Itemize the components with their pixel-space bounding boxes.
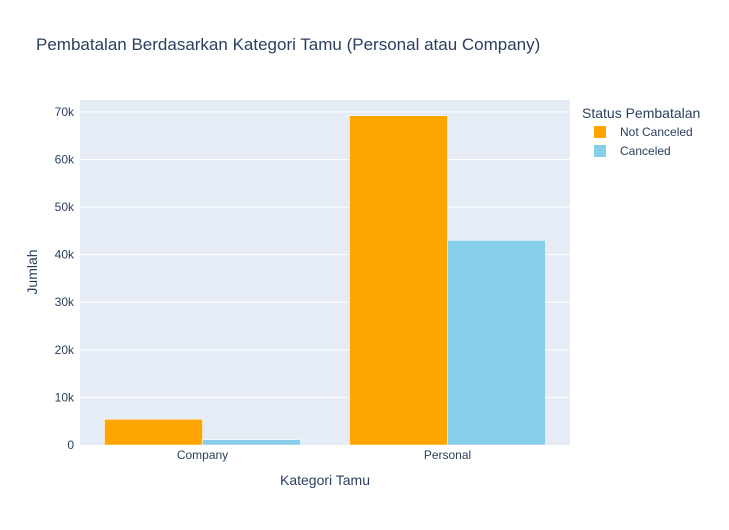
bar-canceled-personal[interactable] <box>447 240 546 446</box>
y-tick-label: 0 <box>67 438 74 452</box>
y-tick-label: 70k <box>55 105 75 119</box>
legend-title: Status Pembatalan <box>582 105 700 121</box>
legend-label: Canceled <box>620 144 671 158</box>
gridlines <box>80 111 570 398</box>
chart-title: Pembatalan Berdasarkan Kategori Tamu (Pe… <box>36 35 540 54</box>
legend-item-not-canceled[interactable]: Not Canceled <box>594 125 693 139</box>
y-tick-label: 60k <box>55 152 75 166</box>
legend-label: Not Canceled <box>620 125 693 139</box>
legend-swatch <box>594 126 606 138</box>
legend: Status Pembatalan Not Canceled Canceled <box>582 105 700 158</box>
legend-items: Not Canceled Canceled <box>594 125 693 158</box>
x-axis-ticks: Company Personal <box>177 448 471 462</box>
x-tick-label: Company <box>177 448 228 462</box>
bar-canceled-company[interactable] <box>202 439 301 446</box>
bars <box>104 115 546 446</box>
y-tick-label: 20k <box>55 343 75 357</box>
legend-item-canceled[interactable]: Canceled <box>594 144 671 158</box>
y-tick-label: 30k <box>55 295 75 309</box>
legend-swatch <box>594 145 606 157</box>
y-axis-title: Jumlah <box>24 249 40 294</box>
x-axis-title: Kategori Tamu <box>280 472 370 488</box>
y-axis-ticks: 0 10k 20k 30k 40k 50k 60k 70k <box>55 105 75 452</box>
x-tick-label: Personal <box>424 448 471 462</box>
y-tick-label: 40k <box>55 248 75 262</box>
bar-not-canceled-personal[interactable] <box>349 115 448 446</box>
y-tick-label: 10k <box>55 390 75 404</box>
y-tick-label: 50k <box>55 200 75 214</box>
bar-not-canceled-company[interactable] <box>104 419 203 446</box>
